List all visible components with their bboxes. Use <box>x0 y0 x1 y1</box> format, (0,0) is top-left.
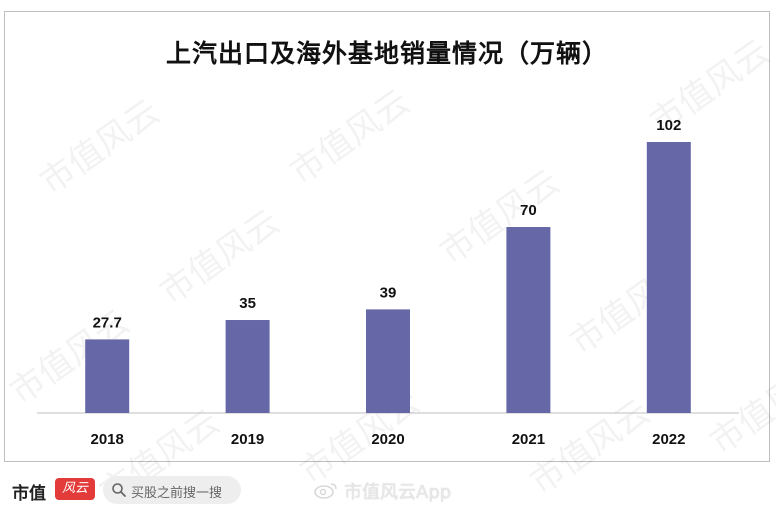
data-label-2022: 102 <box>656 117 681 134</box>
bar-2020 <box>366 309 410 413</box>
weibo-icon <box>314 483 337 499</box>
bar-2022 <box>646 142 691 413</box>
x-tick-label-2021: 2021 <box>512 431 545 448</box>
app-name: 市值风云App <box>344 482 452 503</box>
data-label-2019: 35 <box>239 295 256 312</box>
x-tick-label-2020: 2020 <box>371 431 404 448</box>
search-placeholder: 买股之前搜一搜 <box>131 486 223 501</box>
x-tick-label-2019: 2019 <box>231 431 264 448</box>
search-box[interactable]: 买股之前搜一搜 <box>103 476 241 504</box>
bar-2019 <box>225 320 270 413</box>
data-label-2021: 70 <box>520 202 537 219</box>
footer: 市值 风云 买股之前搜一搜 市值风云App <box>0 464 776 514</box>
bar-2021 <box>506 227 551 413</box>
brand-logo-text: 市值 <box>12 484 46 504</box>
bar-2018 <box>85 339 130 413</box>
chart-title: 上汽出口及海外基地销量情况（万辆） <box>165 39 608 68</box>
brand-logo-mark: 风云 <box>55 478 95 500</box>
x-tick-label-2018: 2018 <box>91 431 124 448</box>
x-tick-label-2022: 2022 <box>652 431 685 448</box>
data-label-2020: 39 <box>380 284 397 301</box>
data-label-2018: 27.7 <box>93 314 122 331</box>
search-icon <box>112 483 126 497</box>
